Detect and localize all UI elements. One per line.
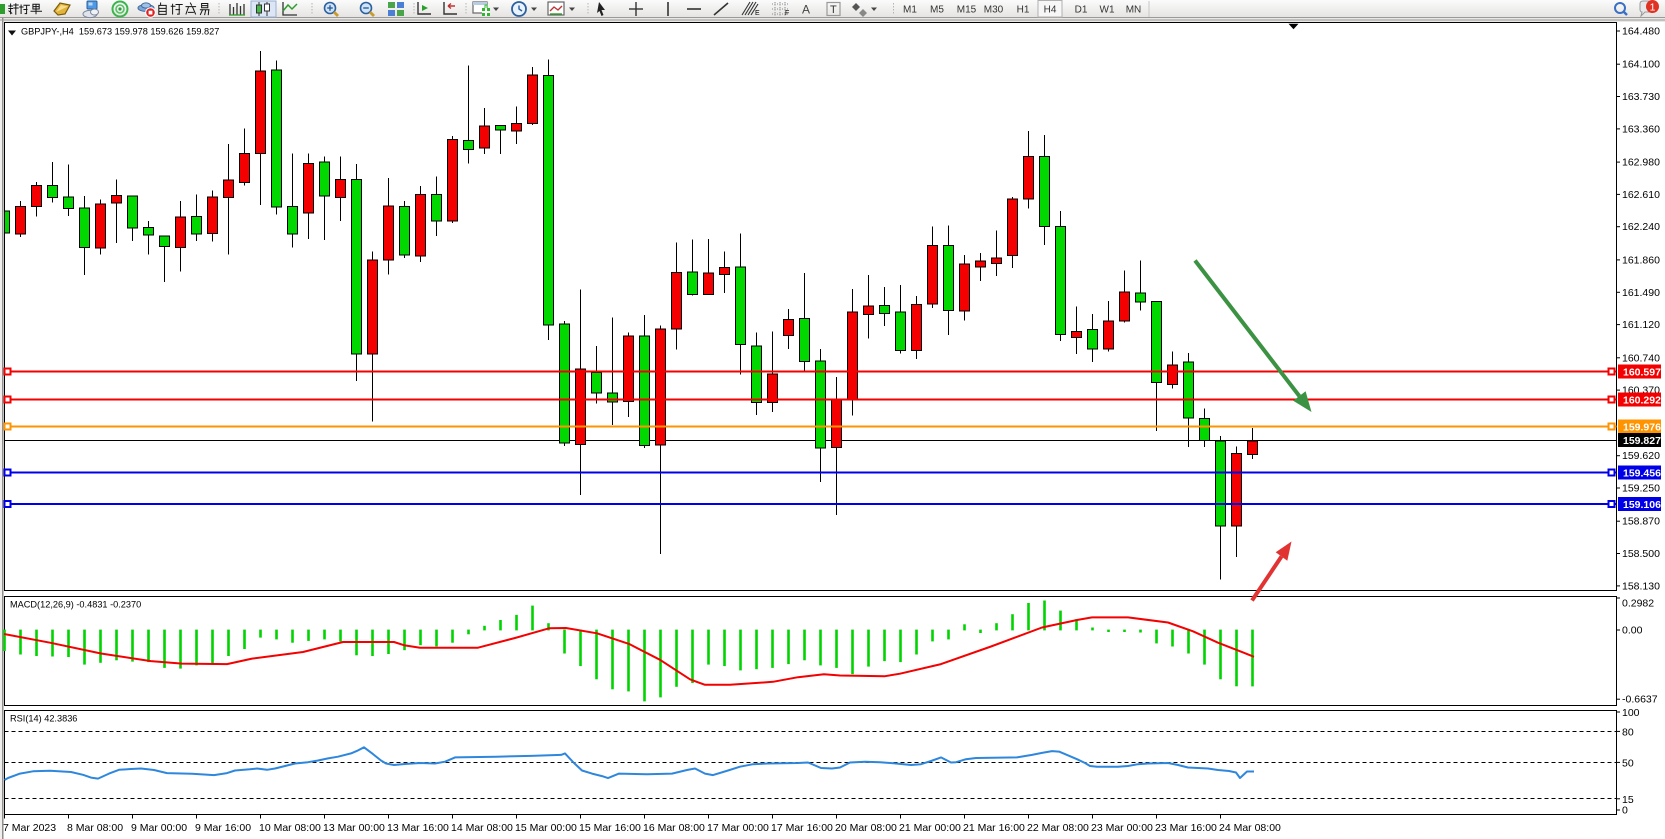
svg-text:-0.6637: -0.6637: [1622, 694, 1658, 706]
svg-text:163.730: 163.730: [1622, 91, 1660, 103]
svg-text:0: 0: [1622, 805, 1628, 817]
svg-text:160.740: 160.740: [1622, 352, 1660, 364]
svg-text:162.610: 162.610: [1622, 189, 1660, 201]
svg-text:158.500: 158.500: [1622, 548, 1660, 560]
svg-text:D1: D1: [1075, 5, 1088, 16]
svg-text:9 Mar 00:00: 9 Mar 00:00: [131, 822, 187, 834]
svg-text:17 Mar 16:00: 17 Mar 16:00: [771, 822, 833, 834]
svg-text:13 Mar 00:00: 13 Mar 00:00: [323, 822, 385, 834]
svg-text:20 Mar 08:00: 20 Mar 08:00: [835, 822, 897, 834]
svg-text:159.106: 159.106: [1623, 499, 1661, 511]
svg-text:160.597: 160.597: [1623, 366, 1661, 378]
svg-text:162.980: 162.980: [1622, 157, 1660, 169]
svg-text:M30: M30: [984, 5, 1004, 16]
svg-text:158.870: 158.870: [1622, 516, 1660, 528]
svg-text:M1: M1: [903, 5, 917, 16]
svg-text:163.360: 163.360: [1622, 123, 1660, 135]
svg-text:22 Mar 08:00: 22 Mar 08:00: [1027, 822, 1089, 834]
svg-text:164.480: 164.480: [1622, 26, 1660, 38]
svg-text:1: 1: [1650, 2, 1656, 14]
svg-text:13 Mar 16:00: 13 Mar 16:00: [387, 822, 449, 834]
svg-text:159.620: 159.620: [1622, 450, 1660, 462]
svg-text:MACD(12,26,9) -0.4831 -0.2370: MACD(12,26,9) -0.4831 -0.2370: [10, 600, 141, 610]
svg-text:16 Mar 08:00: 16 Mar 08:00: [643, 822, 705, 834]
svg-text:21 Mar 16:00: 21 Mar 16:00: [963, 822, 1025, 834]
svg-text:159.250: 159.250: [1622, 483, 1660, 495]
svg-text:23 Mar 16:00: 23 Mar 16:00: [1155, 822, 1217, 834]
svg-text:159.827: 159.827: [1623, 435, 1661, 447]
svg-text:14 Mar 08:00: 14 Mar 08:00: [451, 822, 513, 834]
svg-text:161.860: 161.860: [1622, 254, 1660, 266]
svg-text:80: 80: [1622, 726, 1634, 738]
svg-text:10 Mar 08:00: 10 Mar 08:00: [259, 822, 321, 834]
svg-text:H4: H4: [1044, 5, 1057, 16]
svg-text:H1: H1: [1017, 5, 1030, 16]
svg-text:GBPJPY-,H4 159.673 159.978 15: GBPJPY-,H4 159.673 159.978 159.626 159.8…: [21, 27, 219, 37]
svg-text:160.292: 160.292: [1623, 394, 1661, 406]
svg-text:7 Mar 2023: 7 Mar 2023: [3, 822, 56, 834]
svg-text:E: E: [755, 10, 760, 17]
svg-text:A: A: [802, 3, 810, 17]
svg-text:162.240: 162.240: [1622, 221, 1660, 233]
svg-text:24 Mar 08:00: 24 Mar 08:00: [1219, 822, 1281, 834]
svg-text:15 Mar 16:00: 15 Mar 16:00: [579, 822, 641, 834]
svg-text:W1: W1: [1100, 5, 1115, 16]
svg-text:RSI(14) 42.3836: RSI(14) 42.3836: [10, 714, 77, 724]
svg-text:9 Mar 16:00: 9 Mar 16:00: [195, 822, 251, 834]
svg-text:100: 100: [1622, 707, 1640, 719]
svg-text:50: 50: [1622, 757, 1634, 769]
svg-text:158.130: 158.130: [1622, 580, 1660, 592]
svg-text:164.100: 164.100: [1622, 59, 1660, 71]
svg-text:F: F: [785, 10, 789, 17]
svg-text:T: T: [830, 4, 837, 16]
svg-text:23 Mar 00:00: 23 Mar 00:00: [1091, 822, 1153, 834]
svg-text:21 Mar 00:00: 21 Mar 00:00: [899, 822, 961, 834]
svg-text:15: 15: [1622, 794, 1634, 806]
svg-text:8 Mar 08:00: 8 Mar 08:00: [67, 822, 123, 834]
svg-text:159.456: 159.456: [1623, 467, 1661, 479]
svg-text:159.976: 159.976: [1623, 421, 1661, 433]
svg-text:MN: MN: [1126, 5, 1142, 16]
svg-text:161.120: 161.120: [1622, 319, 1660, 331]
svg-text:15 Mar 00:00: 15 Mar 00:00: [515, 822, 577, 834]
svg-text:161.490: 161.490: [1622, 287, 1660, 299]
svg-text:0.00: 0.00: [1622, 625, 1643, 637]
svg-text:17 Mar 00:00: 17 Mar 00:00: [707, 822, 769, 834]
svg-text:M15: M15: [957, 5, 977, 16]
svg-text:M5: M5: [930, 5, 944, 16]
svg-text:0.2982: 0.2982: [1622, 597, 1654, 609]
